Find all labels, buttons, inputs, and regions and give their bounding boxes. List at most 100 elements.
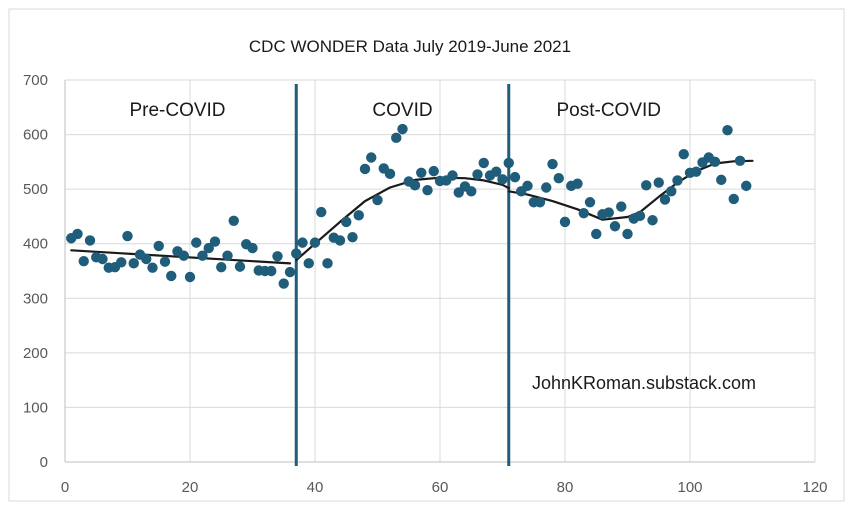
data-point (297, 237, 308, 248)
data-point (447, 170, 458, 181)
data-point (391, 132, 402, 144)
data-point (197, 250, 208, 261)
data-point (78, 255, 89, 267)
data-point (166, 270, 177, 282)
data-point (591, 228, 602, 240)
data-point (728, 193, 739, 205)
data-point (491, 166, 502, 177)
x-tick-label: 20 (182, 479, 199, 496)
data-point (409, 180, 421, 191)
data-point (622, 228, 633, 240)
data-point (722, 125, 733, 136)
data-point (578, 207, 589, 219)
chart-title: CDC WONDER Data July 2019-June 2021 (249, 37, 571, 56)
data-point (666, 186, 677, 197)
data-point (72, 228, 83, 240)
axes (64, 80, 815, 463)
data-point (741, 180, 752, 192)
y-tick-label: 300 (23, 290, 48, 307)
trendline (295, 176, 510, 262)
data-point (553, 173, 564, 184)
data-point (616, 201, 627, 212)
data-point (116, 257, 127, 268)
data-point (247, 242, 258, 254)
data-point (141, 253, 152, 265)
data-point (84, 235, 96, 246)
data-point (184, 271, 196, 283)
data-point (291, 248, 302, 259)
data-point (272, 251, 283, 262)
data-point (234, 261, 246, 272)
data-point (191, 237, 202, 248)
x-tick-label: 100 (677, 479, 702, 496)
data-point (128, 258, 139, 269)
data-point (634, 210, 646, 222)
data-point (478, 157, 489, 169)
data-point (572, 178, 583, 189)
data-point (678, 149, 689, 160)
y-tick-label: 0 (40, 454, 48, 471)
watermark-annotation: JohnKRoman.substack.com (532, 373, 756, 393)
data-point (209, 236, 221, 247)
data-point (397, 123, 408, 135)
y-tick-label: 400 (23, 236, 48, 253)
y-tick-label: 100 (23, 399, 48, 416)
data-point (503, 157, 514, 169)
data-point (316, 206, 327, 218)
x-tick-label: 120 (802, 479, 827, 496)
data-point (228, 215, 239, 226)
data-points (66, 123, 752, 289)
region-label: Pre-COVID (129, 100, 225, 121)
y-tick-label: 600 (23, 127, 48, 144)
data-point (322, 258, 333, 269)
data-point (653, 177, 664, 188)
data-point (734, 155, 746, 166)
data-point (534, 197, 546, 208)
data-point (509, 171, 521, 183)
data-point (353, 210, 364, 221)
x-tick-label: 0 (61, 479, 69, 496)
data-point (466, 186, 477, 197)
data-point (347, 231, 358, 243)
data-point (691, 166, 702, 177)
y-tick-label: 500 (23, 181, 48, 198)
data-point (372, 194, 383, 206)
region-label: Post-COVID (556, 100, 661, 121)
x-tick-label: 80 (557, 479, 574, 496)
data-point (203, 242, 214, 254)
region-labels: Pre-COVID COVID Post-COVID (129, 100, 661, 121)
data-point (422, 185, 433, 196)
data-point (547, 158, 558, 170)
data-point (609, 221, 621, 232)
data-point (222, 250, 233, 261)
data-point (384, 168, 396, 180)
data-point (266, 265, 277, 277)
data-point (559, 216, 571, 228)
data-point (659, 194, 671, 205)
data-point (278, 278, 289, 289)
data-point (284, 266, 296, 278)
data-point (147, 262, 158, 273)
data-point (303, 258, 314, 269)
data-point (216, 261, 227, 273)
data-point (584, 197, 596, 208)
data-point (472, 169, 483, 180)
data-point (153, 240, 164, 252)
data-point (709, 156, 721, 168)
data-point (672, 175, 683, 186)
data-point (641, 180, 652, 191)
x-tick-label: 60 (432, 479, 449, 496)
period-dividers (294, 84, 511, 466)
x-tick-label: 40 (307, 479, 324, 496)
region-label: COVID (372, 100, 432, 121)
data-point (309, 237, 321, 248)
data-point (541, 182, 552, 193)
tick-labels: 0 100 200 300 400 500 600 700 0 20 40 60 80 100 120 (23, 72, 828, 496)
y-tick-label: 700 (23, 72, 48, 89)
data-point (416, 167, 427, 178)
data-point (97, 253, 108, 265)
y-tick-label: 200 (23, 345, 48, 362)
data-point (359, 163, 371, 175)
